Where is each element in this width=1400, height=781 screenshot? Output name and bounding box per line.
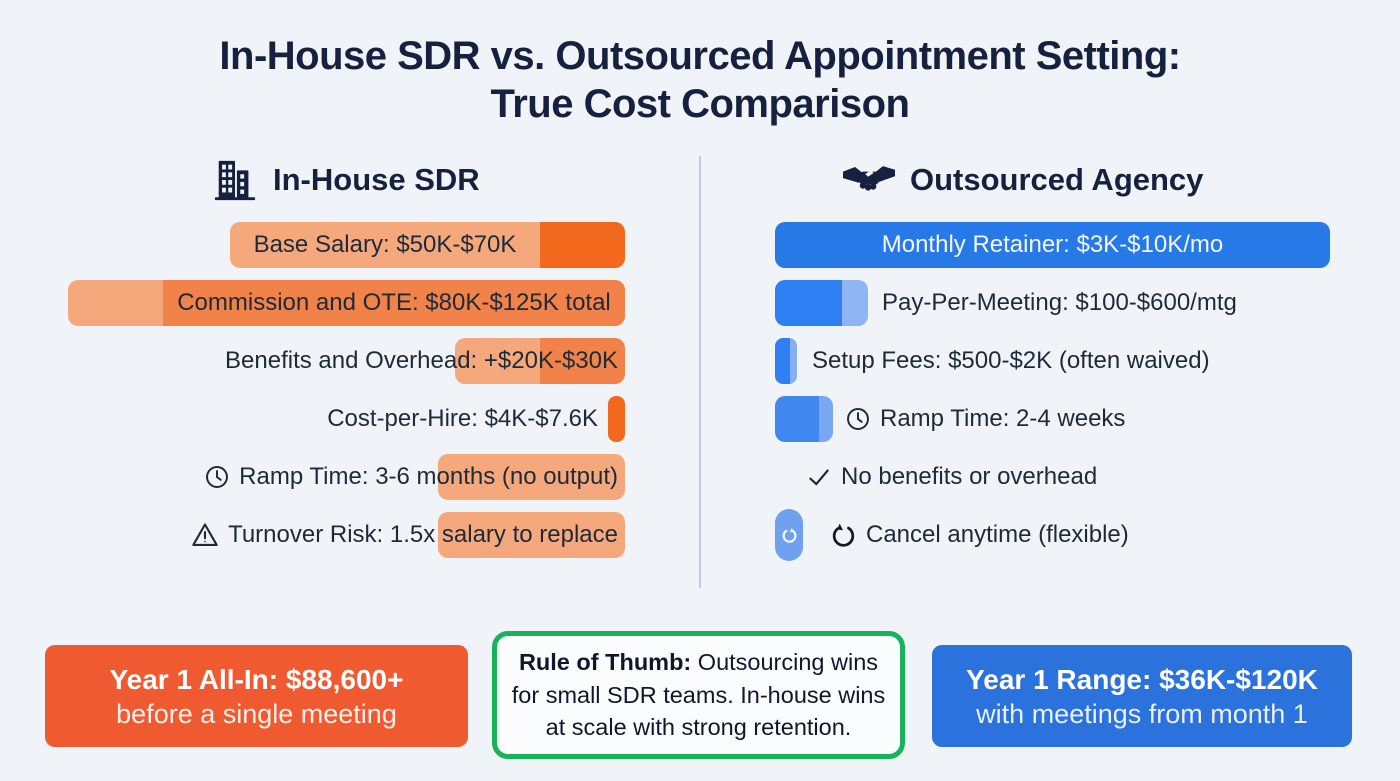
row-label: Monthly Retainer: $3K-$10K/mo (881, 231, 1224, 258)
inhouse-row-commission: Commission and OTE: $80K-$125K total (163, 280, 625, 326)
inhouse-row-base-salary: Base Salary: $50K-$70K (230, 222, 540, 268)
outsourced-bar-ramp-time (775, 396, 833, 442)
inhouse-column-title: In-House SDR (273, 162, 480, 197)
inhouse-column-header: In-House SDR (212, 154, 480, 206)
column-divider (699, 156, 701, 588)
clock-icon (845, 406, 871, 432)
outsourced-bar-pay-per-meeting (775, 280, 868, 326)
row-label: Commission and OTE: $80K-$125K total (177, 289, 611, 316)
inhouse-row-benefits: Benefits and Overhead: +$20K-$30K (0, 338, 618, 384)
outsourced-row-pay-per-meeting: Pay-Per-Meeting: $100-$600/mtg (882, 280, 1237, 326)
building-icon (212, 157, 258, 203)
row-label: Pay-Per-Meeting: $100-$600/mtg (882, 289, 1237, 316)
inhouse-bar-commission-deep-segment (163, 280, 625, 326)
row-label: Ramp Time: 2-4 weeks (880, 405, 1126, 432)
outsourced-row-ramp-time: Ramp Time: 2-4 weeks (845, 396, 1125, 442)
outsourced-summary-subline: with meetings from month 1 (976, 698, 1308, 729)
inhouse-summary-card: Year 1 All-In: $88,600+ before a single … (45, 645, 468, 747)
rule-of-thumb-lead: Rule of Thumb: (518, 649, 692, 676)
row-label: Turnover Risk: 1.5x salary to replace (228, 521, 618, 548)
check-icon (806, 464, 832, 490)
outsourced-bar-setup-fees (775, 338, 797, 384)
outsourced-bar-monthly-retainer (775, 222, 1330, 268)
warning-icon (191, 522, 219, 548)
row-label: Setup Fees: $500-$2K (often waived) (812, 347, 1210, 374)
row-label: No benefits or overhead (841, 463, 1098, 490)
rule-of-thumb-body: Outsourcing wins for small SDR teams. In… (511, 649, 886, 741)
row-label: Ramp Time: 3-6 months (no output) (239, 463, 618, 490)
outsourced-column-header: Outsourced Agency (843, 154, 1203, 206)
inhouse-row-turnover-risk: Turnover Risk: 1.5x salary to replace (0, 512, 618, 558)
row-label: Benefits and Overhead: +$20K-$30K (225, 347, 618, 374)
page-title-line1: In-House SDR vs. Outsourced Appointment … (219, 34, 1181, 78)
inhouse-summary-subline: before a single meeting (116, 698, 397, 729)
page-title: In-House SDR vs. Outsourced Appointment … (0, 32, 1400, 128)
outsourced-row-setup-fees: Setup Fees: $500-$2K (often waived) (812, 338, 1210, 384)
inhouse-bar-ramp-time (438, 454, 625, 500)
page-title-line2: True Cost Comparison (490, 82, 910, 126)
rule-of-thumb-text: Rule of Thumb: Outsourcing wins for smal… (509, 646, 888, 743)
rule-of-thumb-card: Rule of Thumb: Outsourcing wins for smal… (492, 631, 905, 759)
outsourced-summary-headline: Year 1 Range: $36K-$120K (966, 663, 1318, 695)
row-label: Cancel anytime (flexible) (866, 521, 1129, 548)
refresh-ccw-icon (830, 522, 857, 549)
outsourced-row-no-benefits: No benefits or overhead (806, 454, 1097, 500)
refresh-cw-icon (781, 527, 798, 544)
inhouse-bar-turnover-risk (438, 512, 625, 558)
inhouse-bar-benefits-deep-segment (540, 338, 625, 384)
outsourced-summary-card: Year 1 Range: $36K-$120K with meetings f… (932, 645, 1352, 747)
handshake-icon (843, 164, 895, 196)
row-label: Base Salary: $50K-$70K (253, 231, 517, 258)
outsourced-column-title: Outsourced Agency (910, 162, 1204, 197)
inhouse-summary-headline: Year 1 All-In: $88,600+ (109, 663, 404, 695)
row-label: Cost-per-Hire: $4K-$7.6K (327, 405, 598, 432)
outsourced-cancel-pill (775, 509, 803, 561)
outsourced-row-monthly-retainer: Monthly Retainer: $3K-$10K/mo (775, 222, 1330, 268)
inhouse-bar-base-salary-deep-segment (540, 222, 625, 268)
inhouse-row-ramp-time: Ramp Time: 3-6 months (no output) (0, 454, 618, 500)
outsourced-row-cancel-anytime: Cancel anytime (flexible) (830, 512, 1129, 558)
inhouse-row-cost-per-hire: Cost-per-Hire: $4K-$7.6K (0, 396, 598, 442)
clock-icon (204, 464, 230, 490)
inhouse-bar-cost-per-hire (608, 396, 625, 442)
inhouse-bar-benefits-light-segment (455, 338, 540, 384)
